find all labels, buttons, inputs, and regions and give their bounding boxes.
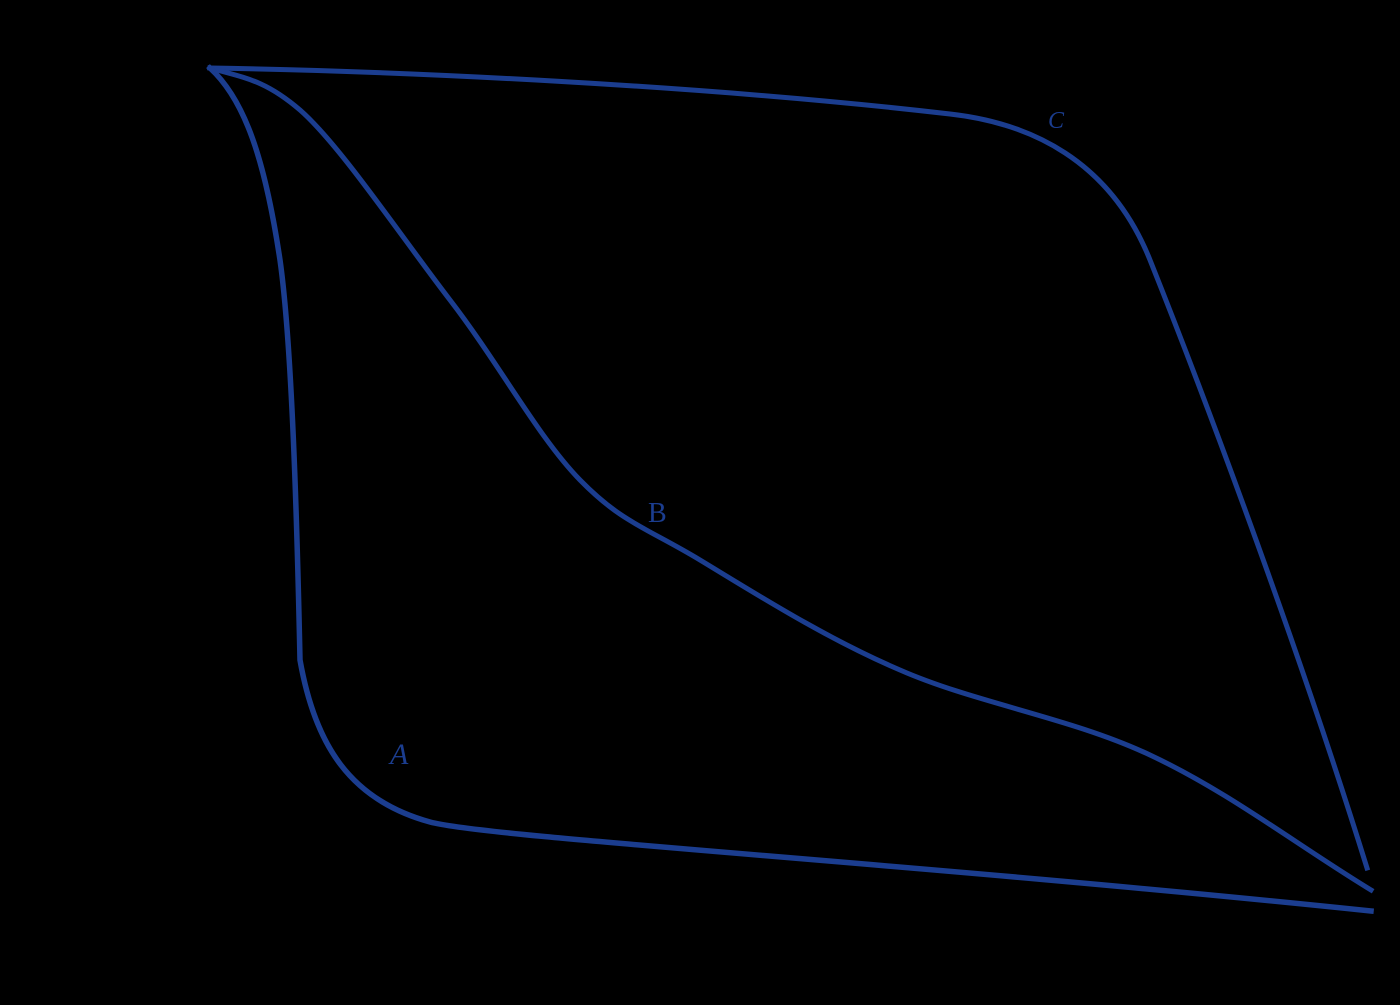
svg-text:C: C (1048, 108, 1065, 134)
svg-text:A: A (388, 738, 409, 771)
svg-text:B: B (648, 498, 667, 529)
